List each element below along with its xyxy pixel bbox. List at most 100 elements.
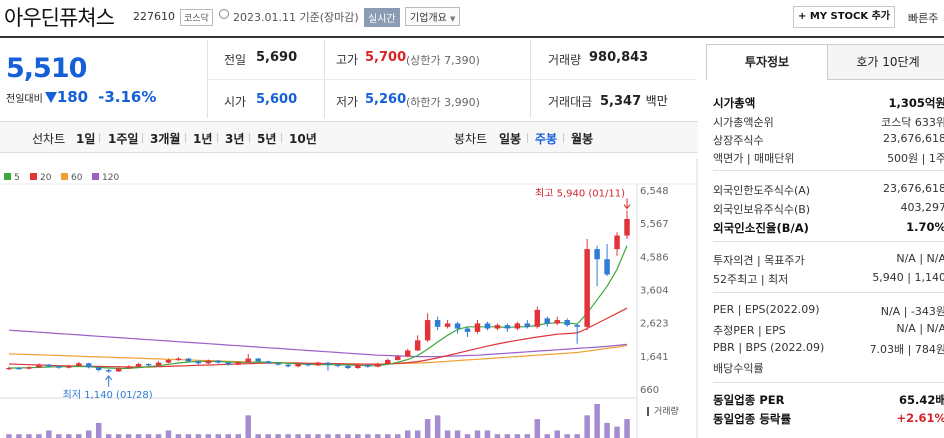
volume-bar: [135, 434, 142, 438]
down-triangle-icon: [44, 92, 57, 103]
divider: [713, 241, 944, 242]
candle-body: [604, 259, 610, 275]
y-tick-label: 5,567: [640, 219, 669, 230]
low-value: 5,260: [365, 92, 407, 107]
candle-body: [115, 368, 122, 372]
info-key: 동일업종 등락률: [713, 412, 792, 426]
candle-body: [265, 361, 271, 364]
info-row: 추정PER | EPS N/A | N/A: [713, 322, 944, 340]
volume-bar: [205, 434, 212, 438]
volume-bar: [165, 430, 172, 438]
candle-body: [285, 364, 291, 367]
volume-bar: [66, 434, 72, 438]
price-chart[interactable]: 6,548 5,567 4,586 3,604 2,623 1,641 660 거래량 최고 5…: [0, 158, 698, 438]
info-key: 52주최고 | 최저: [713, 273, 789, 286]
candle-body: [6, 368, 12, 370]
candle-body: [624, 218, 630, 236]
candle-body: [454, 323, 461, 329]
volume-bar: [375, 434, 381, 438]
ma120-line: [8, 329, 628, 358]
candle-body: [16, 368, 22, 370]
legend-swatch: [30, 173, 37, 180]
candle-body: [424, 320, 431, 341]
lower-limit-value: 3,990): [444, 96, 480, 109]
legend-label: 20: [40, 173, 52, 183]
volume-bar: [604, 422, 610, 438]
candle-body: [554, 320, 560, 324]
candle-body: [564, 320, 570, 326]
tab-1d[interactable]: 1일: [76, 132, 96, 146]
legend-swatch: [4, 173, 11, 180]
corp-info-dropdown[interactable]: 기업개요 ▼: [405, 7, 461, 26]
min-price-arrowhead: [105, 374, 113, 381]
add-mystock-button[interactable]: + MY STOCK 추가: [793, 6, 895, 28]
volume-bar: [584, 415, 590, 438]
line-chart-label: 선차트: [32, 132, 66, 146]
volume-label-marker: [647, 407, 649, 416]
tab-3y[interactable]: 3년: [225, 132, 245, 146]
info-value: 23,676,618: [883, 132, 944, 145]
tab-daily[interactable]: 일봉: [499, 132, 522, 146]
volume-bar: [534, 419, 541, 438]
tab-3m[interactable]: 3개월: [150, 132, 181, 146]
period-tabs: 선차트 1일 1주일 3개월 1년 3년 5년 10년 봉차트 일봉 주봉 월봉: [0, 121, 698, 153]
candle-body: [275, 363, 281, 365]
volume-bar: [305, 434, 311, 438]
candle-chart-label: 봉차트: [454, 132, 488, 146]
volume-bar: [16, 434, 22, 438]
quick-order-link[interactable]: 빠른주: [908, 12, 939, 25]
max-price-label: 최고 5,940 (01/11): [535, 188, 625, 200]
tab-weekly[interactable]: 주봉: [535, 132, 558, 146]
tab-1y[interactable]: 1년: [193, 132, 213, 146]
candle-body: [514, 323, 521, 329]
volume-bar: [115, 434, 122, 438]
prev-close-label: 전일: [224, 53, 247, 67]
info-key: 외국인한도주식수(A): [713, 184, 811, 197]
volume-bar: [335, 434, 341, 438]
candle-body: [195, 361, 202, 364]
realtime-button[interactable]: 실시간: [364, 8, 400, 27]
info-value: N/A | N/A: [896, 322, 944, 335]
candle-body: [245, 358, 251, 363]
invest-info-panel: 투자정보 호가 10단계 시가총액 1,305억원 시가총액순위 코스닥 633위 상장…: [706, 44, 944, 438]
tab-monthly[interactable]: 월봉: [571, 132, 594, 146]
candle-body: [105, 370, 112, 372]
amount-number: 5,347: [600, 94, 642, 109]
tab-5y[interactable]: 5년: [257, 132, 277, 146]
info-row: 액면가 | 매매단위 500원 | 1주: [713, 150, 944, 168]
high-value: 5,700: [365, 50, 407, 65]
candle-body: [544, 318, 551, 324]
legend-ma60: 60: [61, 173, 82, 183]
info-value: 1.70%: [906, 220, 944, 234]
volume-label: 거래량: [548, 53, 582, 67]
volume-bar: [624, 419, 630, 438]
candle-body: [494, 325, 501, 329]
current-price: 5,510: [6, 53, 87, 84]
corp-info-label: 기업개요: [410, 13, 447, 24]
candle-body: [444, 323, 451, 327]
stock-name: 아우딘퓨쳐스: [4, 6, 115, 30]
volume-bar: [295, 434, 301, 438]
info-row: 투자의견 | 목표주가 N/A | N/A: [713, 252, 944, 270]
info-value: +2.61%: [896, 411, 944, 425]
y-tick-label: 6,548: [640, 186, 669, 197]
tab-invest-info[interactable]: 투자정보: [706, 44, 828, 80]
info-key: PBR | BPS (2022.09): [713, 341, 825, 354]
candle-body: [404, 350, 411, 357]
tab-hoga[interactable]: 호가 10단계: [827, 44, 944, 80]
volume-bar: [345, 434, 351, 438]
date-text: 2023.01.11: [233, 11, 296, 24]
info-row: 52주최고 | 최저 5,940 | 1,140: [713, 271, 944, 289]
candle-body: [165, 359, 172, 363]
info-key: 동일업종 PER: [713, 393, 785, 407]
tab-1w[interactable]: 1주일: [108, 132, 139, 146]
volume-bar: [554, 430, 560, 438]
info-value: 1,305억원: [888, 96, 944, 110]
volume-bar: [504, 434, 511, 438]
volume-bar: [85, 430, 92, 438]
candle-body: [464, 328, 471, 332]
change-value: 180: [56, 88, 89, 106]
tab-10y[interactable]: 10년: [289, 132, 317, 146]
volume-bar: [414, 430, 421, 438]
volume-bar: [434, 415, 441, 438]
